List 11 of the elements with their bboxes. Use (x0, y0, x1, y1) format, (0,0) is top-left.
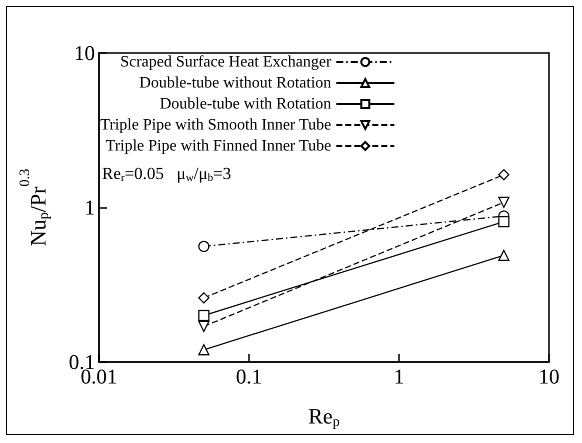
legend-label: Scraped Surface Heat Exchanger (120, 54, 332, 70)
legend-label: Triple Pipe with Finned Inner Tube (106, 138, 332, 154)
y-tick-label: 10 (74, 41, 95, 65)
x-tick-label: 1 (394, 364, 404, 388)
legend-label: Triple Pipe with Smooth Inner Tube (100, 116, 332, 134)
legend-label: Double-tube with Rotation (160, 96, 332, 112)
y-tick-label: 1 (84, 196, 95, 220)
x-tick-label: 0.1 (236, 364, 262, 388)
legend-label: Double-tube without Rotation (139, 74, 332, 92)
y-axis-title: Nup/Pr0.3 (17, 168, 52, 246)
x-tick-label: 10 (538, 364, 560, 388)
